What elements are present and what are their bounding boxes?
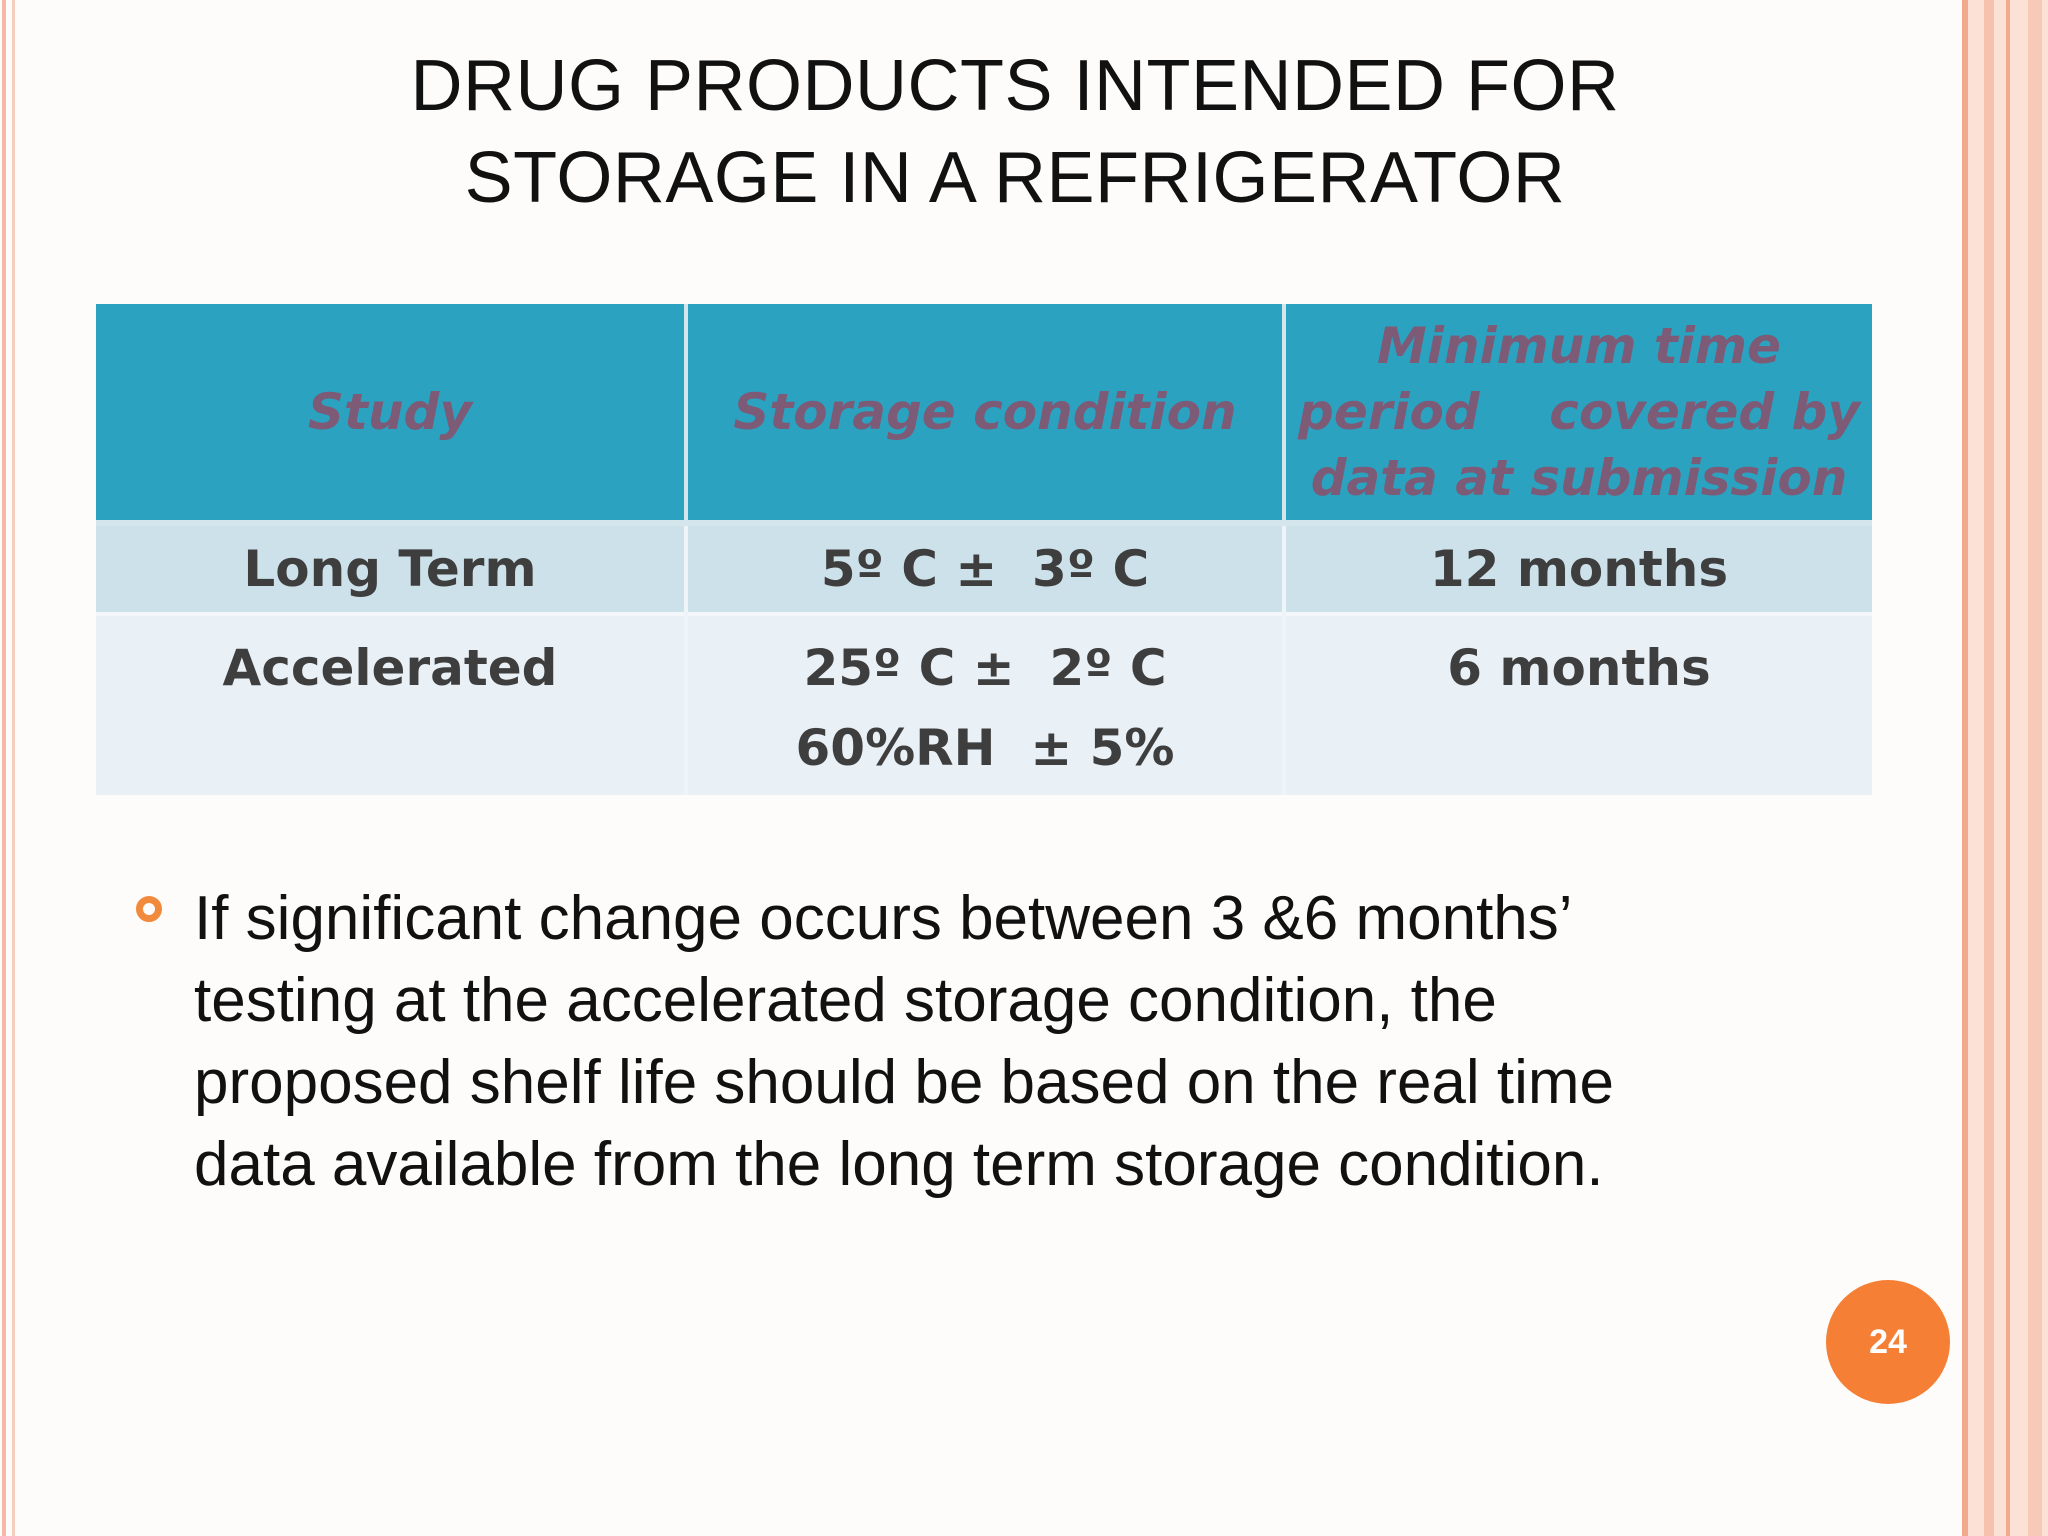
left-border-line — [12, 0, 15, 1536]
cell-minimum-time: 12 months — [1284, 523, 1872, 614]
slide-title-line: DRUG PRODUCTS INTENDED FOR — [410, 46, 1620, 126]
header-minimum-time-line: period covered by — [1298, 383, 1860, 441]
bullet-line: proposed shelf life should be based on t… — [194, 1048, 1615, 1117]
header-minimum-time-line: data at submission — [1310, 449, 1848, 507]
cell-minimum-time: 6 months — [1284, 612, 1872, 795]
cell-study: Accelerated — [96, 612, 688, 795]
right-border-line — [2006, 0, 2010, 1536]
right-border-line — [1962, 0, 1968, 1536]
storage-conditions-table: Study Storage condition Minimum time per… — [96, 304, 1872, 795]
left-border-line — [2, 0, 6, 1536]
cell-condition-line: 25º C ± 2º C — [803, 639, 1167, 697]
bullet-circle-icon — [136, 896, 162, 922]
header-minimum-time-line: Minimum time — [1377, 317, 1781, 375]
header-minimum-time: Minimum time period covered by data at s… — [1284, 304, 1872, 526]
cell-condition-line: 5º C ± 3º C — [820, 540, 1150, 598]
right-border-line — [1984, 0, 1994, 1536]
bullet-paragraph: If significant change occurs between 3 &… — [194, 878, 1894, 1206]
cell-study: Long Term — [96, 523, 688, 614]
bullet-line: data available from the long term storag… — [194, 1130, 1604, 1199]
table-row: Long Term 5º C ± 3º C 12 months — [96, 523, 1872, 614]
slide-title-line: STORAGE IN A REFRIGERATOR — [464, 138, 1566, 218]
bullet-line: testing at the accelerated storage condi… — [194, 966, 1497, 1035]
header-storage-condition: Storage condition — [686, 304, 1286, 526]
table-header-row: Study Storage condition Minimum time per… — [96, 304, 1872, 526]
cell-condition-line: 60%RH ± 5% — [795, 719, 1175, 777]
bullet-line: If significant change occurs between 3 &… — [194, 884, 1573, 953]
cell-condition: 25º C ± 2º C 60%RH ± 5% — [686, 612, 1286, 795]
header-study: Study — [96, 304, 688, 526]
cell-condition: 5º C ± 3º C — [686, 523, 1286, 614]
slide-title: DRUG PRODUCTS INTENDED FOR STORAGE IN A … — [250, 40, 1780, 224]
table-row: Accelerated 25º C ± 2º C 60%RH ± 5% 6 mo… — [96, 612, 1872, 795]
right-border-line — [2028, 0, 2042, 1536]
page-number-badge: 24 — [1826, 1280, 1950, 1404]
